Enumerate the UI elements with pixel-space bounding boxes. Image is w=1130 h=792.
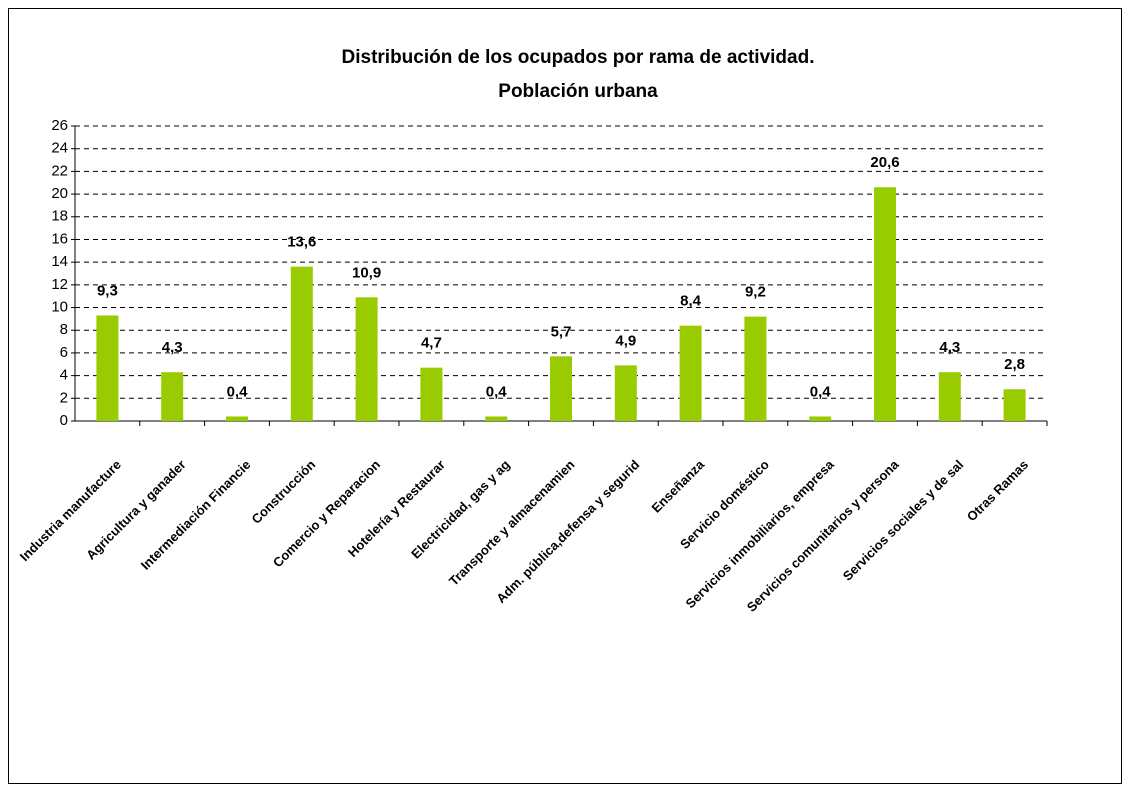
y-tick-label: 0 xyxy=(60,412,68,429)
bar xyxy=(226,416,248,421)
data-label: 20,6 xyxy=(870,154,899,171)
y-tick-label: 6 xyxy=(60,344,68,361)
data-label: 10,9 xyxy=(352,264,381,281)
bar xyxy=(355,297,378,421)
bar xyxy=(679,325,702,421)
bar xyxy=(96,315,119,421)
y-tick-label: 26 xyxy=(51,117,68,134)
data-label: 4,3 xyxy=(162,339,183,356)
chart-title: Distribución de los ocupados por rama de… xyxy=(342,47,815,68)
y-tick-label: 4 xyxy=(60,367,68,384)
y-tick-label: 8 xyxy=(60,321,68,338)
data-label: 2,8 xyxy=(1004,356,1025,373)
bar xyxy=(744,316,767,421)
data-label: 13,6 xyxy=(287,234,316,251)
bar xyxy=(161,372,184,421)
data-label: 4,7 xyxy=(421,335,442,352)
y-tick-label: 14 xyxy=(51,253,68,270)
bar xyxy=(485,416,508,421)
bar xyxy=(938,372,961,421)
bar xyxy=(809,416,832,421)
bar xyxy=(874,187,896,421)
y-tick-label: 2 xyxy=(60,389,68,406)
data-label: 5,7 xyxy=(551,323,572,340)
data-label: 9,3 xyxy=(97,282,118,299)
y-tick-label: 16 xyxy=(51,230,68,247)
y-tick-label: 22 xyxy=(51,162,68,179)
data-label: 0,4 xyxy=(810,383,832,400)
bar xyxy=(1003,389,1026,421)
bar xyxy=(614,365,637,421)
y-tick-label: 20 xyxy=(51,185,68,202)
y-tick-label: 10 xyxy=(51,299,68,316)
data-label: 0,4 xyxy=(227,383,249,400)
y-tick-label: 18 xyxy=(51,208,68,225)
data-label: 8,4 xyxy=(680,293,702,310)
data-label: 4,3 xyxy=(939,339,960,356)
data-label: 4,9 xyxy=(615,332,636,349)
y-tick-label: 24 xyxy=(51,140,68,157)
bar xyxy=(420,367,443,421)
data-label: 9,2 xyxy=(745,284,766,301)
data-label: 0,4 xyxy=(486,383,508,400)
y-tick-label: 12 xyxy=(51,276,68,293)
bar xyxy=(290,266,313,421)
chart-subtitle: Población urbana xyxy=(498,81,658,102)
bar xyxy=(550,356,572,421)
